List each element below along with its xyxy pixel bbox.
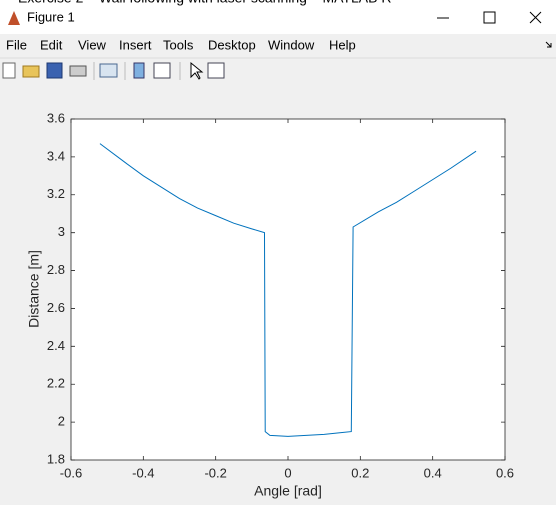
x-tick-label: -0.6 [60, 465, 82, 480]
open-icon[interactable] [22, 65, 40, 78]
menu-item[interactable]: Window [268, 37, 315, 52]
y-tick-label: 2.4 [47, 338, 65, 353]
y-tick-label: 2.6 [47, 300, 65, 315]
y-axis-label: Distance [m] [26, 250, 42, 328]
x-tick-label: -0.2 [204, 465, 226, 480]
axes-box [70, 118, 506, 461]
y-tick-label: 2 [58, 414, 65, 429]
x-tick-label: 0.2 [351, 465, 369, 480]
behind-strip [0, 0, 556, 6]
y-tick-label: 2.2 [47, 376, 65, 391]
close[interactable] [529, 11, 542, 24]
toolbar [2, 61, 225, 80]
data-line [99, 143, 477, 437]
behind-title: Exercise 2 – Wall following with laser s… [18, 0, 391, 6]
window-title: Figure 1 [27, 9, 75, 24]
y-tick-label: 3 [58, 224, 65, 239]
menu-item[interactable]: Desktop [208, 37, 256, 52]
link-icon[interactable] [99, 63, 118, 78]
chrome: Exercise 2 – Wall following with laser s… [0, 0, 556, 80]
menu-bar: File Edit View Insert Tools Desktop Window Help [6, 37, 356, 52]
maximize[interactable] [483, 11, 496, 24]
new-icon[interactable] [2, 62, 16, 79]
menu-item[interactable]: View [78, 37, 107, 52]
x-axis-label: Angle [rad] [254, 483, 322, 499]
y-tick-label: 3.6 [47, 110, 65, 125]
x-tick-label: 0.6 [496, 465, 514, 480]
y-tick-label: 1.8 [47, 451, 65, 466]
dock[interactable] [545, 41, 552, 48]
menu-item[interactable]: Insert [119, 37, 152, 52]
x-tick-label: -0.4 [132, 465, 154, 480]
menu-item[interactable]: Tools [163, 37, 194, 52]
pointer-icon[interactable] [190, 61, 204, 80]
title-bar [0, 6, 556, 34]
colorbar-icon[interactable] [133, 62, 145, 79]
print-icon[interactable] [69, 65, 87, 77]
menu-item[interactable]: Edit [40, 37, 63, 52]
menu-item[interactable]: Help [329, 37, 356, 52]
menu-item[interactable]: File [6, 37, 27, 52]
y-tick-label: 2.8 [47, 262, 65, 277]
y-tick-label: 3.2 [47, 186, 65, 201]
property-icon[interactable] [207, 62, 225, 79]
save-icon[interactable] [46, 62, 63, 79]
app-icon [8, 11, 20, 25]
y-tick-label: 3.4 [47, 148, 65, 163]
x-tick-label: 0 [284, 465, 291, 480]
legend-icon[interactable] [153, 62, 171, 79]
x-tick-label: 0.4 [424, 465, 442, 480]
